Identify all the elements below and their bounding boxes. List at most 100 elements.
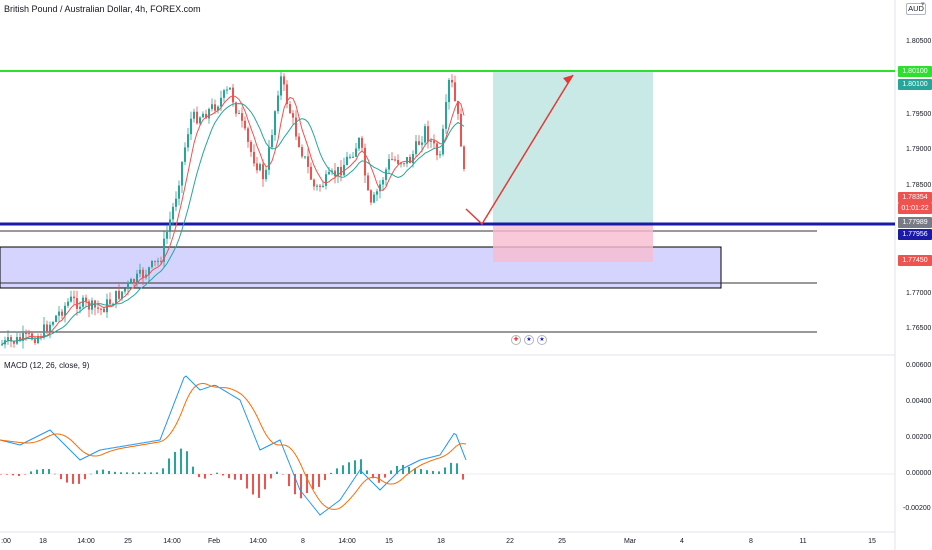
candle-body	[340, 166, 342, 176]
candle-body	[118, 290, 120, 299]
candle-body	[133, 279, 135, 284]
time-tick: 14:00	[77, 538, 95, 545]
macd-histogram-bar	[234, 474, 236, 480]
candle-body	[376, 191, 378, 195]
macd-histogram-bar	[120, 472, 122, 474]
candle-body	[109, 299, 111, 304]
candle-body	[451, 79, 453, 83]
candle-body	[67, 301, 69, 306]
time-tick: 25	[558, 538, 566, 545]
macd-histogram-bar	[294, 474, 296, 495]
candle-body	[289, 104, 291, 114]
candle-body	[7, 337, 9, 341]
chevron-down-icon[interactable]: ▾	[921, 1, 925, 8]
candle-body	[292, 113, 294, 118]
macd-histogram	[0, 448, 464, 499]
macd-histogram-bar	[174, 451, 176, 474]
bar-countdown-label: 01:01:22	[898, 203, 932, 214]
macd-histogram-bar	[246, 474, 248, 489]
candle-body	[328, 171, 330, 175]
candle-body	[136, 273, 138, 284]
candle-body	[148, 267, 150, 275]
candle-body	[406, 156, 408, 164]
macd-histogram-bar	[384, 474, 386, 478]
macd-title[interactable]: MACD (12, 26, close, 9)	[4, 361, 90, 370]
candle-body	[139, 269, 141, 274]
time-tick: 14:00	[163, 538, 181, 545]
macd-histogram-bar	[276, 471, 278, 474]
macd-histogram-bar	[162, 468, 164, 474]
projection-arrow	[465, 74, 574, 226]
macd-histogram-bar	[318, 474, 320, 487]
moving-average-line	[1, 103, 465, 345]
price-tick: 1.78500	[906, 182, 932, 189]
candle-body	[82, 297, 84, 307]
resistance-price-label: 1.80100	[898, 66, 932, 77]
macd-histogram-bar	[0, 474, 2, 475]
macd-histogram-bar	[306, 474, 308, 494]
flag-icon-uk[interactable]: ✚	[511, 335, 521, 345]
candle-body	[184, 147, 186, 162]
candle-body	[10, 337, 12, 342]
candle-body	[166, 231, 168, 239]
candle-body	[382, 179, 384, 185]
moving-average-line	[1, 95, 465, 345]
macd-histogram-bar	[114, 471, 116, 474]
macd-histogram-bar	[144, 472, 146, 474]
macd-histogram-bar	[192, 466, 194, 474]
candle-body	[442, 128, 444, 155]
macd-histogram-bar	[108, 470, 110, 474]
macd-histogram-bar	[258, 474, 260, 498]
macd-tick: 0.00200	[906, 434, 932, 441]
candle-body	[322, 185, 324, 187]
macd-histogram-bar	[354, 460, 356, 474]
candle-body	[346, 156, 348, 165]
candle-body	[409, 156, 411, 164]
candle-body	[28, 333, 30, 335]
macd-histogram-bar	[186, 451, 188, 474]
candle-body	[265, 169, 267, 180]
candle-body	[193, 111, 195, 119]
candle-body	[157, 260, 159, 262]
macd-histogram-bar	[390, 470, 392, 474]
candle-body	[172, 206, 174, 220]
current-price-label: 1.78354	[898, 192, 932, 203]
candle-body	[283, 76, 285, 85]
macd-histogram-bar	[180, 448, 182, 474]
macd-histogram-bar	[198, 474, 200, 478]
price-tick: 1.80500	[906, 38, 932, 45]
candle-body	[337, 166, 339, 177]
macd-histogram-bar	[288, 474, 290, 487]
candle-body	[433, 140, 435, 144]
currency-badge[interactable]: AUD	[906, 3, 926, 15]
profit-zone	[493, 72, 653, 224]
macd-histogram-bar	[30, 471, 32, 474]
candle-body	[154, 260, 156, 262]
time-tick: 15	[385, 538, 393, 545]
macd-line	[0, 375, 467, 516]
candle-body	[268, 147, 270, 170]
macd-histogram-bar	[6, 474, 8, 475]
macd-histogram-bar	[426, 470, 428, 474]
candle-body	[304, 156, 306, 158]
candle-body	[97, 307, 99, 309]
candle-body	[367, 175, 369, 191]
time-tick: 15	[868, 538, 876, 545]
flag-icon-au[interactable]: ★	[524, 335, 534, 345]
flag-icon-au[interactable]: ★	[537, 335, 547, 345]
candle-body	[259, 164, 261, 171]
candle-body	[349, 156, 351, 158]
macd-histogram-bar	[348, 462, 350, 474]
macd-histogram-bar	[102, 469, 104, 474]
symbol-title[interactable]: British Pound / Australian Dollar, 4h, F…	[4, 4, 201, 14]
candle-body	[190, 118, 192, 135]
macd-histogram-bar	[402, 464, 404, 474]
macd-histogram-bar	[210, 474, 212, 475]
macd-histogram-bar	[450, 462, 452, 474]
candle-body	[202, 113, 204, 118]
candle-body	[151, 260, 153, 268]
candle-body	[319, 185, 321, 187]
candle-body	[103, 308, 105, 313]
candle-body	[199, 117, 201, 124]
